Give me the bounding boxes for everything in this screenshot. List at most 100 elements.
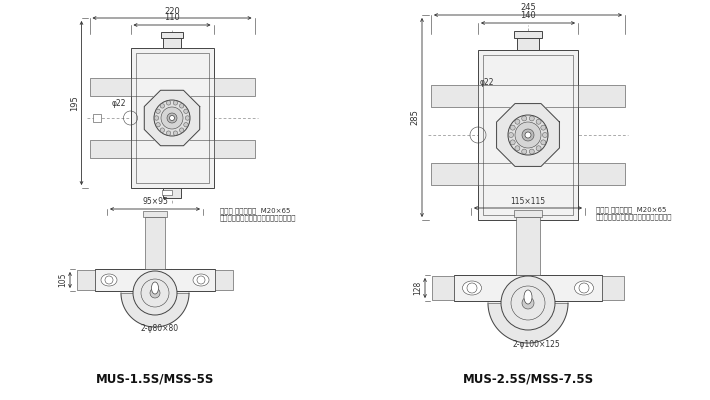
Text: 115×115: 115×115 <box>510 196 545 206</box>
Circle shape <box>170 116 175 120</box>
Circle shape <box>510 140 515 145</box>
Circle shape <box>536 146 541 151</box>
Circle shape <box>525 132 531 138</box>
Bar <box>431 85 478 107</box>
Circle shape <box>155 122 160 127</box>
Bar <box>483 55 573 215</box>
Circle shape <box>529 116 535 121</box>
Bar <box>514 31 542 38</box>
Text: 140: 140 <box>520 12 536 20</box>
Circle shape <box>185 116 190 120</box>
Circle shape <box>515 119 520 124</box>
Text: φ22: φ22 <box>112 99 126 108</box>
Bar <box>517 220 539 232</box>
Bar <box>95 269 215 291</box>
Circle shape <box>467 283 477 293</box>
Circle shape <box>150 288 160 298</box>
Circle shape <box>133 271 177 315</box>
Bar <box>143 211 167 217</box>
Bar <box>162 190 172 195</box>
Bar <box>516 217 540 275</box>
Bar <box>431 163 478 185</box>
Circle shape <box>154 100 190 136</box>
Bar <box>517 38 539 50</box>
Bar <box>578 163 625 185</box>
Text: 出荷時はフレームにテープで固定のこと: 出荷時はフレームにテープで固定のこと <box>596 213 672 220</box>
Circle shape <box>197 276 205 284</box>
Circle shape <box>173 101 178 105</box>
Ellipse shape <box>101 274 117 286</box>
Circle shape <box>105 276 113 284</box>
Polygon shape <box>496 104 559 166</box>
Circle shape <box>515 146 520 151</box>
Circle shape <box>501 276 555 330</box>
Bar <box>454 275 602 301</box>
Circle shape <box>180 104 184 108</box>
Bar <box>215 270 233 290</box>
Circle shape <box>166 131 170 135</box>
Bar <box>514 210 542 217</box>
Bar <box>163 188 181 198</box>
Circle shape <box>522 297 534 309</box>
Text: 付属品 六角ボルト  M20×65: 付属品 六角ボルト M20×65 <box>596 206 667 213</box>
Circle shape <box>161 107 183 129</box>
Circle shape <box>154 116 159 120</box>
Circle shape <box>160 104 165 108</box>
Text: 2-φ80×80: 2-φ80×80 <box>141 324 179 333</box>
Text: 110: 110 <box>164 14 180 22</box>
Ellipse shape <box>151 282 158 294</box>
Bar <box>89 140 131 158</box>
Bar <box>432 276 454 300</box>
Circle shape <box>173 131 178 135</box>
Circle shape <box>536 119 541 124</box>
Text: 2-φ100×125: 2-φ100×125 <box>512 340 560 349</box>
Bar <box>214 140 254 158</box>
Circle shape <box>510 125 515 130</box>
Bar <box>478 50 578 220</box>
Bar <box>131 48 214 188</box>
Text: 245: 245 <box>520 4 536 12</box>
Text: MUS-1.5S/MSS-5S: MUS-1.5S/MSS-5S <box>96 373 214 386</box>
Bar <box>92 114 101 122</box>
Text: 220: 220 <box>164 6 180 16</box>
Circle shape <box>541 140 546 145</box>
Text: 128: 128 <box>413 281 422 295</box>
Polygon shape <box>144 90 200 146</box>
Circle shape <box>167 113 177 123</box>
Bar <box>578 85 625 107</box>
Circle shape <box>522 116 527 121</box>
Circle shape <box>508 132 513 138</box>
Circle shape <box>155 109 160 114</box>
Text: 出荷時はフレームにテープで固定のこと: 出荷時はフレームにテープで固定のこと <box>220 214 297 221</box>
Polygon shape <box>121 293 189 327</box>
Bar <box>77 270 95 290</box>
Bar <box>163 38 181 48</box>
Bar <box>602 276 624 300</box>
Circle shape <box>515 122 541 148</box>
Circle shape <box>184 122 188 127</box>
Text: 195: 195 <box>70 95 79 111</box>
Circle shape <box>522 149 527 154</box>
Text: 285: 285 <box>410 110 420 126</box>
Text: MUS-2.5S/MSS-7.5S: MUS-2.5S/MSS-7.5S <box>462 373 594 386</box>
Bar <box>214 78 254 96</box>
Bar <box>89 78 131 96</box>
Ellipse shape <box>462 281 481 295</box>
Text: φ22: φ22 <box>480 78 494 87</box>
Circle shape <box>542 132 547 138</box>
Bar <box>161 32 183 38</box>
Text: 105: 105 <box>58 273 67 287</box>
Ellipse shape <box>524 290 532 304</box>
Circle shape <box>160 128 165 132</box>
Circle shape <box>180 128 184 132</box>
Circle shape <box>529 149 535 154</box>
Circle shape <box>184 109 188 114</box>
Bar <box>136 53 209 183</box>
Ellipse shape <box>193 274 209 286</box>
Circle shape <box>166 101 170 105</box>
Text: 付属品 六角ボルト  M20×65: 付属品 六角ボルト M20×65 <box>220 207 290 214</box>
Text: 95×95: 95×95 <box>142 198 168 206</box>
Polygon shape <box>488 303 568 343</box>
Circle shape <box>579 283 589 293</box>
Circle shape <box>508 115 548 155</box>
